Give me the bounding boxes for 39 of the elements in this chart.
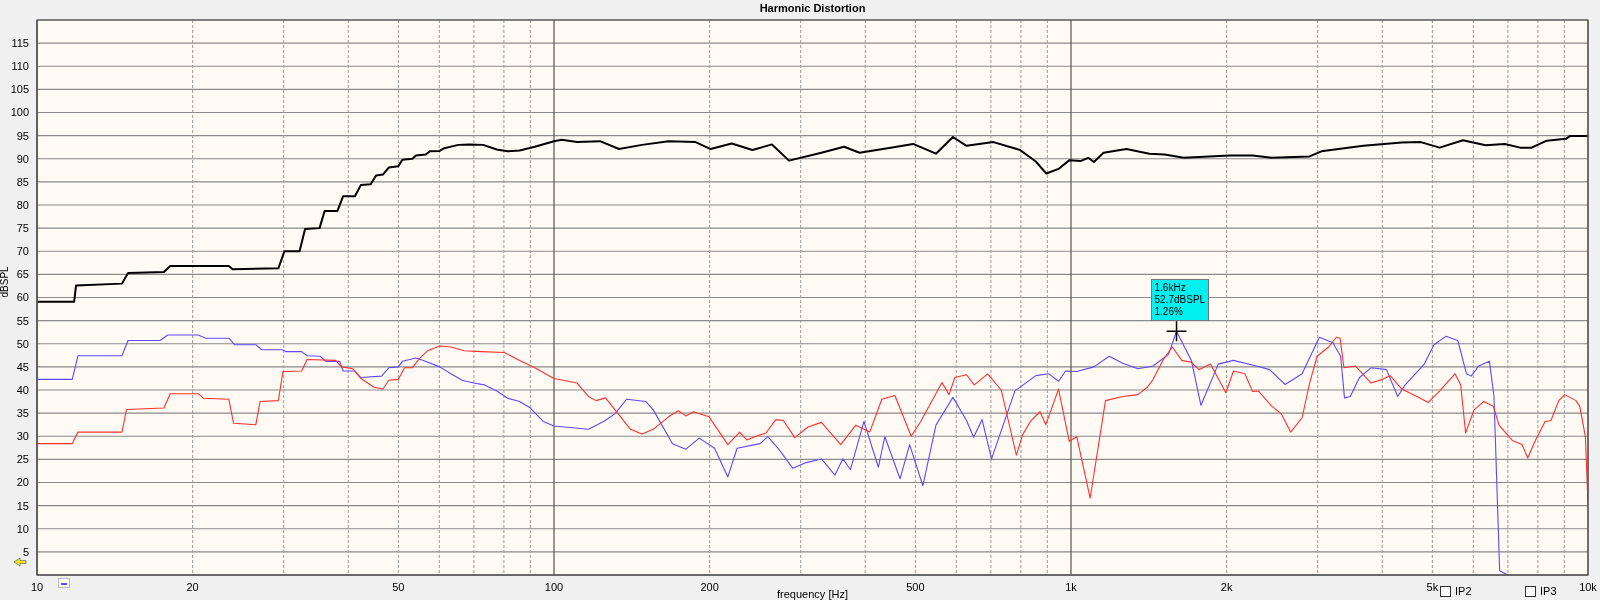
x-axis-title: frequency [Hz] xyxy=(777,588,848,600)
chart-title: Harmonic Distortion xyxy=(758,2,867,14)
y-tick-label: 100 xyxy=(10,106,29,119)
y-tick-label: 5 xyxy=(22,545,29,558)
y-tick-label: 110 xyxy=(11,60,29,73)
x-tick-label: 50 xyxy=(392,580,405,593)
x-tick-label: 2k xyxy=(1220,580,1233,593)
x-tick-label: 100 xyxy=(544,580,564,593)
y-axis-title: dBSPL xyxy=(0,265,10,298)
y-tick-label: 40 xyxy=(16,383,29,396)
y-tick-label: 95 xyxy=(16,129,29,142)
y-tick-label: 30 xyxy=(16,430,29,443)
y-tick-label: 85 xyxy=(16,175,29,188)
y-tick-label: 90 xyxy=(16,152,29,165)
y-tick-label: 105 xyxy=(10,83,29,96)
y-tick-label: 25 xyxy=(16,453,29,466)
text: IP3 xyxy=(1540,585,1557,597)
x-tick-label: 10k xyxy=(1579,580,1598,593)
x-tick-label: 500 xyxy=(906,580,925,593)
y-tick-label: 50 xyxy=(16,337,29,350)
y-tick-label: 45 xyxy=(16,360,29,373)
y-tick-label: 80 xyxy=(16,198,29,211)
x-tick-label: 200 xyxy=(700,580,719,593)
annotation: 1.6kHz 52.7dBSPL 1.26% xyxy=(1154,282,1206,319)
y-tick-label: 10 xyxy=(16,522,29,535)
text: IP2 xyxy=(1455,585,1472,597)
y-tick-label: 55 xyxy=(16,314,29,327)
y-tick-label: 75 xyxy=(16,222,29,235)
y-tick-label: 15 xyxy=(16,499,29,512)
y-tick-label: 35 xyxy=(16,407,29,420)
y-tick-label: 70 xyxy=(16,245,29,258)
y-tick-label: 115 xyxy=(11,37,29,50)
x-tick-label: 10 xyxy=(30,580,44,593)
x-tick-label: 20 xyxy=(186,580,199,593)
y-tick-label: 60 xyxy=(16,291,29,304)
y-tick-label: 20 xyxy=(16,476,29,489)
x-tick-label: 5k xyxy=(1426,580,1439,593)
y-tick-label: 65 xyxy=(16,268,29,281)
x-tick-label: 1k xyxy=(1065,580,1078,593)
